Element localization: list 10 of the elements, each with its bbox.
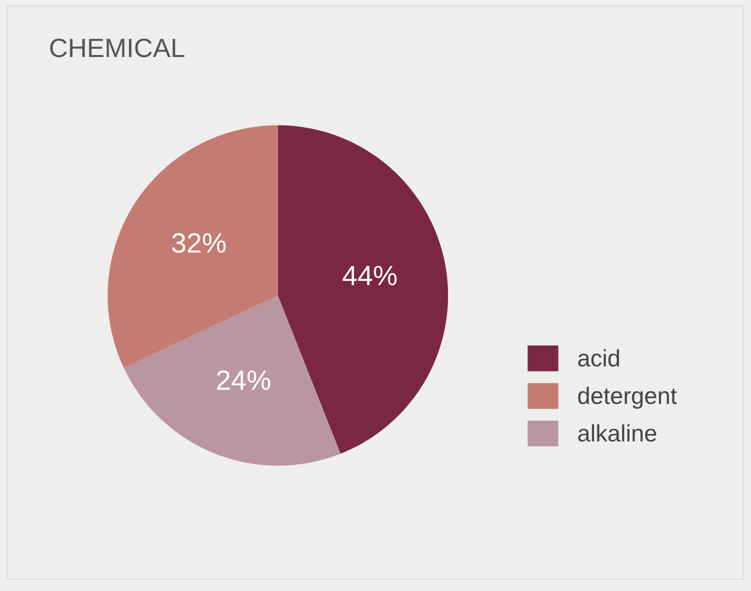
pie-slice <box>108 125 278 368</box>
chart-title: CHEMICAL <box>50 38 184 58</box>
legend-label: acid <box>578 349 620 367</box>
pie-slice <box>278 125 448 454</box>
data-label: 24% <box>217 370 270 390</box>
legend-label: alkaline <box>578 424 656 442</box>
data-label: 44% <box>342 266 397 286</box>
legend-label: detergent <box>578 386 677 409</box>
data-label: 32% <box>172 233 226 253</box>
pie-slice <box>124 296 341 466</box>
